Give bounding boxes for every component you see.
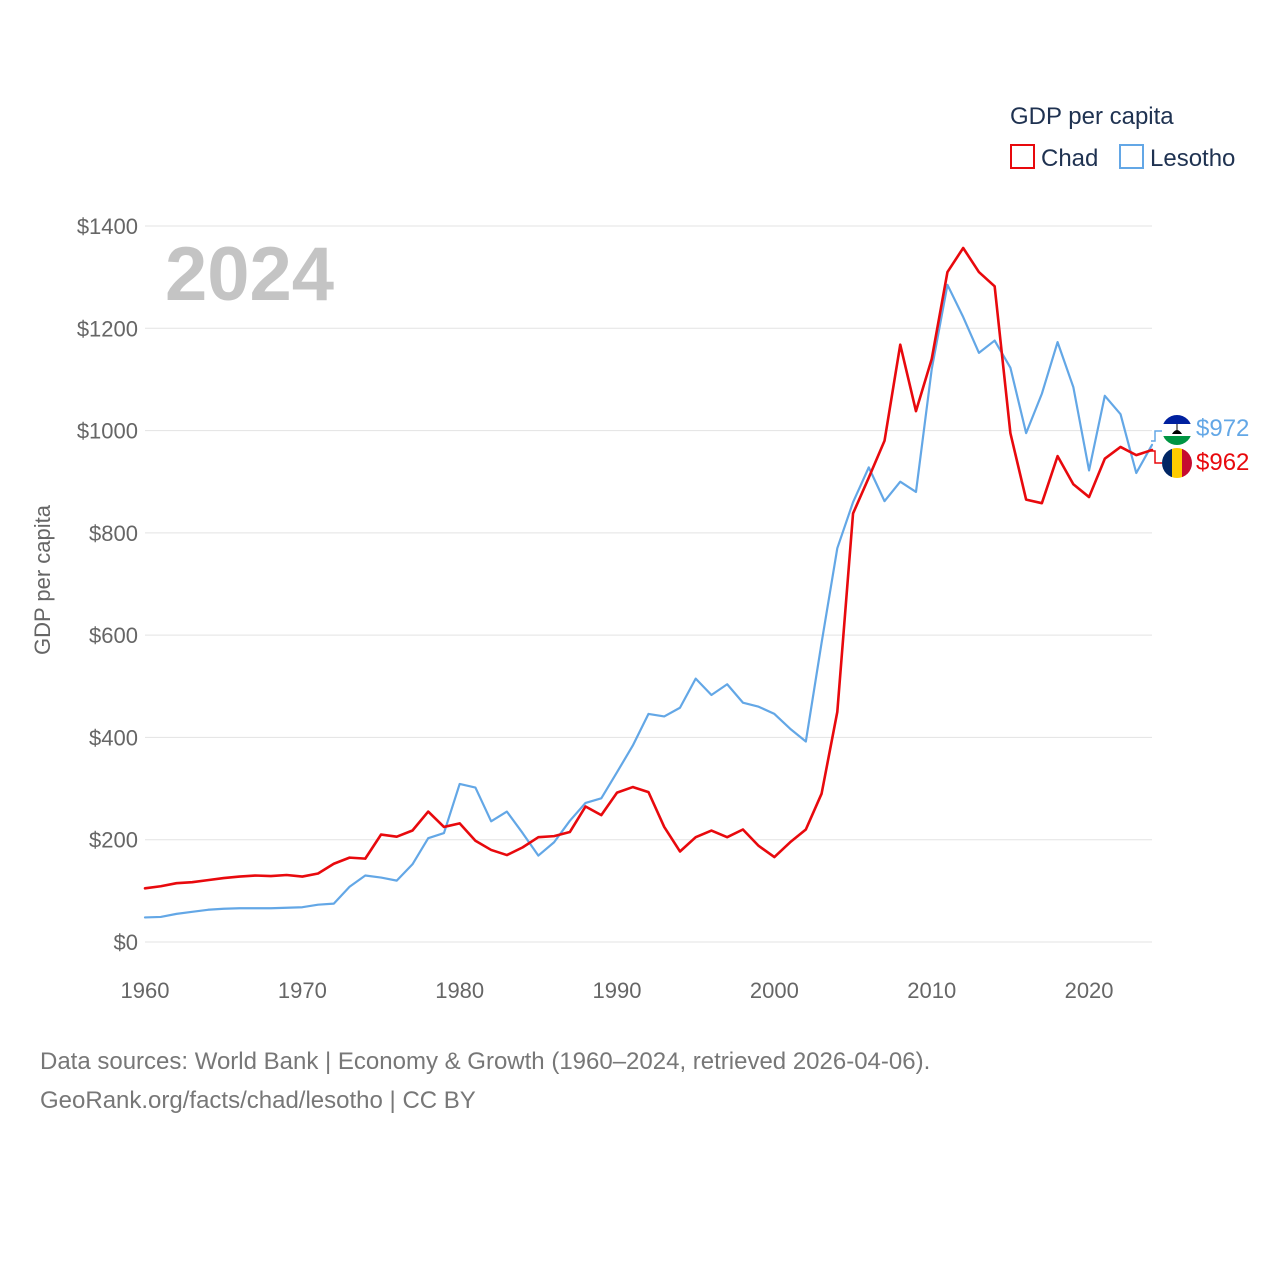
source-line: Data sources: World Bank | Economy & Gro… xyxy=(40,1048,931,1075)
end-connector-chad xyxy=(1151,450,1162,464)
x-tick-label: 1980 xyxy=(435,978,484,1003)
y-tick-label: $1000 xyxy=(77,419,138,444)
x-tick-label: 2020 xyxy=(1065,978,1114,1003)
end-value-chad: $962 xyxy=(1196,449,1249,476)
series-lines xyxy=(143,246,1154,919)
series-line-lesotho[interactable] xyxy=(143,283,1154,919)
legend-label-chad[interactable]: Chad xyxy=(1041,145,1098,172)
end-connector-lesotho xyxy=(1151,430,1162,442)
y-tick-label: $400 xyxy=(89,725,138,750)
y-tick-label: $1400 xyxy=(77,214,138,239)
series-line-chad[interactable] xyxy=(143,246,1154,890)
end-value-lesotho: $972 xyxy=(1196,415,1249,442)
y-tick-label: $600 xyxy=(89,623,138,648)
chad-flag-icon xyxy=(1162,448,1192,478)
end-markers: $972 $962 xyxy=(1151,415,1249,478)
x-tick-label: 1990 xyxy=(593,978,642,1003)
legend-title: GDP per capita xyxy=(1010,103,1174,130)
data-source-footer: Data sources: World Bank | Economy & Gro… xyxy=(40,1042,1240,1120)
year-watermark: 2024 xyxy=(165,232,334,317)
y-axis-title: GDP per capita xyxy=(30,504,55,655)
y-tick-label: $0 xyxy=(114,930,138,955)
legend-swatch-chad[interactable] xyxy=(1010,144,1035,169)
legend-label-lesotho[interactable]: Lesotho xyxy=(1150,145,1235,172)
y-tick-label: $800 xyxy=(89,521,138,546)
x-tick-label: 2000 xyxy=(750,978,799,1003)
y-tick-label: $200 xyxy=(89,828,138,853)
x-tick-label: 2010 xyxy=(907,978,956,1003)
x-tick-label: 1960 xyxy=(121,978,170,1003)
x-tick-label: 1970 xyxy=(278,978,327,1003)
y-tick-label: $1200 xyxy=(77,316,138,341)
lesotho-flag-icon xyxy=(1162,415,1192,445)
gridlines xyxy=(145,225,1152,943)
y-axis-ticks: $0 $200 $400 $600 $800 $1000 $1200 $1400 xyxy=(77,214,138,955)
x-axis-ticks: 1960 1970 1980 1990 2000 2010 2020 xyxy=(121,978,1114,1003)
legend-swatch-lesotho[interactable] xyxy=(1119,144,1144,169)
source-link[interactable]: GeoRank.org/facts/chad/lesotho | CC BY xyxy=(40,1087,476,1114)
legend: GDP per capita Chad Lesotho xyxy=(1010,103,1235,172)
